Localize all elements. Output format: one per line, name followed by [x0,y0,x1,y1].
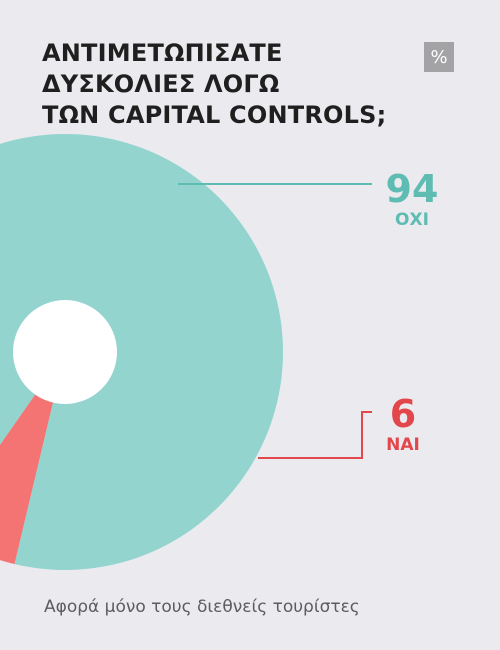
percent-unit-badge: % [424,42,454,72]
footnote: Αφορά μόνο τους διεθνείς τουρίστες [44,597,360,617]
title-line-1: ΑΝΤΙΜΕΤΩΠΙΣΑΤΕ [42,39,283,67]
donut-slices [0,133,283,570]
slice-oxi [0,133,283,570]
value-label-nai: 6 [390,392,416,436]
leader-line-nai [258,411,372,459]
title-line-2: ΔΥΣΚΟΛΙΕΣ ΛΟΓΩ [42,70,280,98]
donut-hole [13,300,117,404]
slice-nai [0,352,65,565]
value-label-oxi: 94 [386,167,439,211]
chart-title: ΑΝΤΙΜΕΤΩΠΙΣΑΤΕ ΔΥΣΚΟΛΙΕΣ ΛΟΓΩ ΤΩΝ CAPITA… [42,38,432,131]
title-line-3: ΤΩΝ CAPITAL CONTROLS; [42,101,387,129]
category-label-nai: ΝΑΙ [386,435,420,455]
category-label-oxi: ΟΧΙ [395,210,429,230]
